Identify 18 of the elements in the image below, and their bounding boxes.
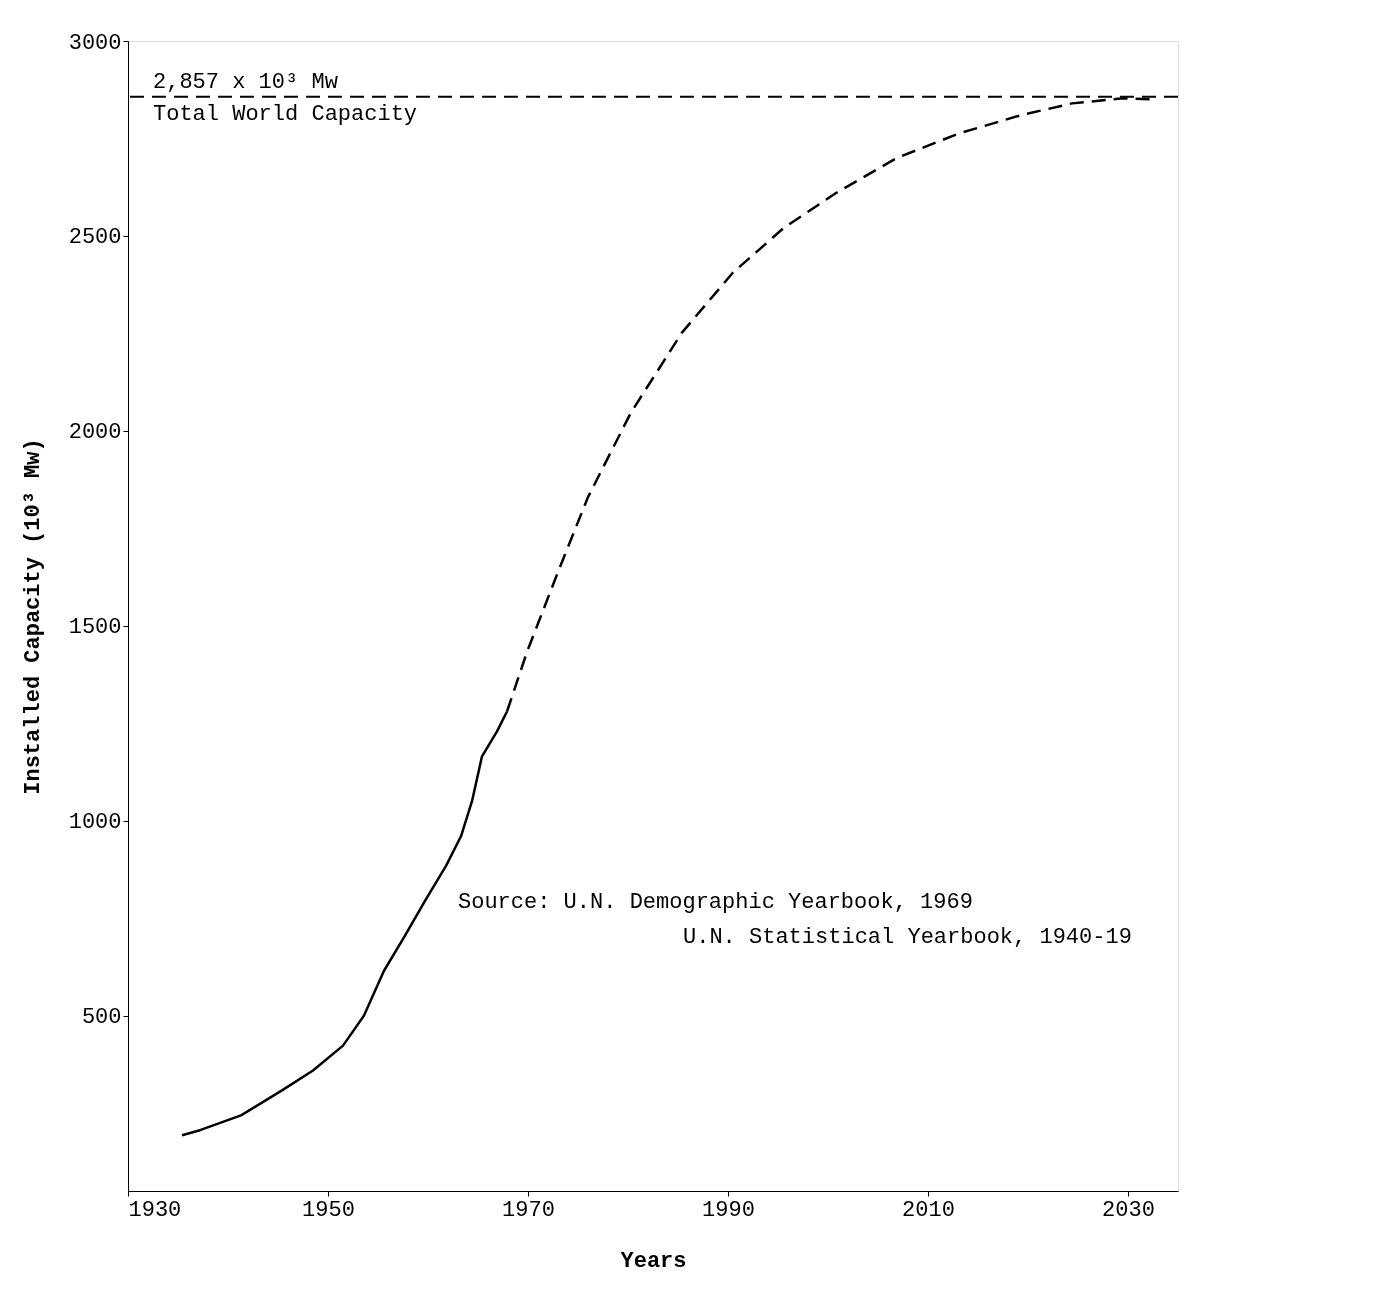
annotation: U.N. Statistical Yearbook, 1940-19 [683,925,1132,950]
x-tick-label: 2010 [902,1197,955,1223]
x-tick-label: 1970 [502,1197,555,1223]
y-tick-label: 3000 [68,30,122,56]
y-tick-label: 1500 [68,615,122,641]
x-tick-label: 1930 [128,1197,182,1223]
y-tick-label: 2500 [68,225,122,251]
y-tick-label: 1000 [68,810,122,836]
y-tick-label: 2000 [68,420,122,446]
annotation: Source: U.N. Demographic Yearbook, 1969 [458,890,973,915]
y-tick-label: 500 [81,1005,122,1031]
x-axis-title: Years [620,1248,687,1274]
ref-line-label: 2,857 x 10³ Mw [153,69,338,95]
annotation: Total World Capacity [153,101,418,127]
x-tick-label: 2030 [1102,1197,1155,1223]
x-tick-label: 1990 [702,1197,755,1223]
x-tick-label: 1950 [302,1197,355,1223]
y-axis-title: Installed Capacity (10³ Mw) [20,438,46,795]
